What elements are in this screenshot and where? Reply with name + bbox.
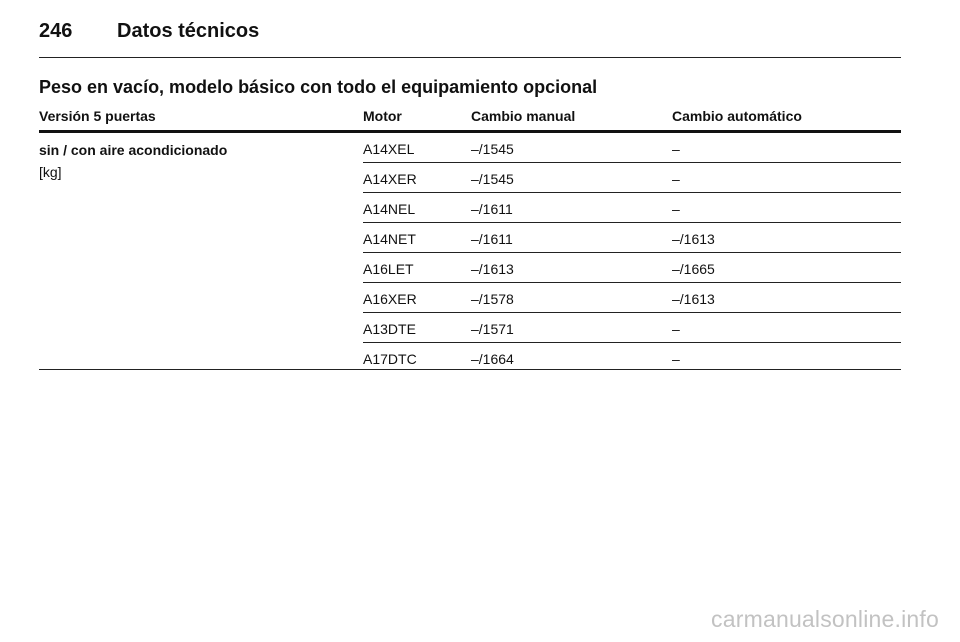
table-row: A16XER –/1578 –/1613 — [363, 283, 901, 313]
cell-auto: – — [672, 201, 680, 217]
cell-manual: –/1578 — [471, 291, 514, 307]
header-version: Versión 5 puertas — [39, 108, 156, 124]
weight-spec-table: Versión 5 puertas Motor Cambio manual Ca… — [39, 106, 901, 370]
table-row: A16LET –/1613 –/1665 — [363, 253, 901, 283]
cell-manual: –/1611 — [471, 231, 513, 247]
section-title: Peso en vacío, modelo básico con todo el… — [39, 77, 598, 97]
cell-auto: –/1613 — [672, 291, 715, 307]
cell-auto: –/1613 — [672, 231, 715, 247]
cell-motor: A14XER — [363, 171, 417, 187]
row-group-unit: [kg] — [39, 164, 62, 180]
cell-manual: –/1613 — [471, 261, 514, 277]
table-row: A17DTC –/1664 – — [363, 343, 901, 373]
page-number: 246 — [39, 20, 73, 42]
page-header: 246 Datos técnicos — [39, 18, 901, 58]
header-motor: Motor — [363, 108, 402, 124]
cell-motor: A13DTE — [363, 321, 416, 337]
table-row: A14NEL –/1611 – — [363, 193, 901, 223]
cell-motor: A16XER — [363, 291, 417, 307]
cell-motor: A14XEL — [363, 141, 415, 157]
cell-motor: A17DTC — [363, 351, 417, 367]
table-row: A14XEL –/1545 – — [363, 133, 901, 163]
header-automatic-transmission: Cambio automático — [672, 108, 802, 124]
cell-auto: – — [672, 141, 680, 157]
cell-manual: –/1664 — [471, 351, 514, 367]
cell-motor: A14NET — [363, 231, 416, 247]
cell-manual: –/1545 — [471, 141, 514, 157]
chapter-title: Datos técnicos — [117, 20, 260, 42]
table-rows: A14XEL –/1545 – A14XER –/1545 – A14NEL –… — [363, 133, 901, 373]
cell-auto: – — [672, 171, 680, 187]
cell-manual: –/1545 — [471, 171, 514, 187]
table-row: A14XER –/1545 – — [363, 163, 901, 193]
watermark-text: carmanualsonline.info — [711, 606, 939, 632]
table-row: A13DTE –/1571 – — [363, 313, 901, 343]
cell-auto: – — [672, 321, 680, 337]
table-row: A14NET –/1611 –/1613 — [363, 223, 901, 253]
table-body: sin / con aire acondicionado [kg] A14XEL… — [39, 133, 901, 370]
header-manual-transmission: Cambio manual — [471, 108, 576, 124]
cell-auto: – — [672, 351, 680, 367]
cell-manual: –/1611 — [471, 201, 513, 217]
cell-manual: –/1571 — [471, 321, 514, 337]
cell-auto: –/1665 — [672, 261, 715, 277]
row-group-label: sin / con aire acondicionado — [39, 142, 228, 158]
cell-motor: A16LET — [363, 261, 414, 277]
cell-motor: A14NEL — [363, 201, 416, 217]
table-header: Versión 5 puertas Motor Cambio manual Ca… — [39, 106, 901, 133]
